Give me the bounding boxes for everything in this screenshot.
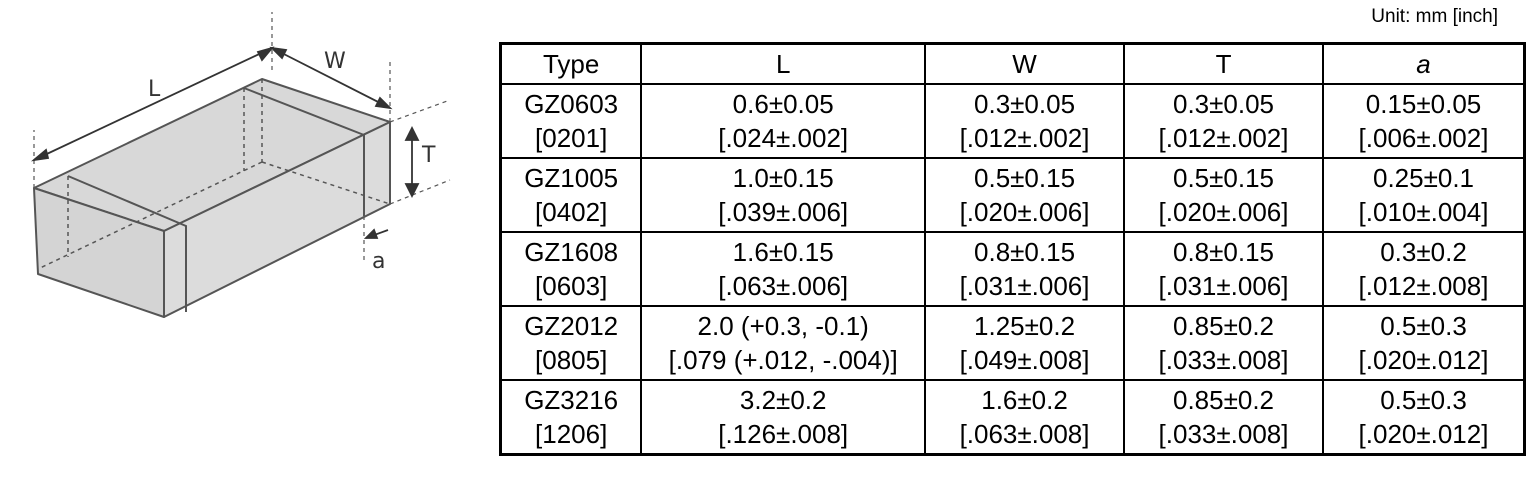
cell-t: 0.5±0.15 [.020±.006]: [1123, 157, 1325, 233]
cell-a: 0.25±0.1 [.010±.004]: [1322, 157, 1526, 233]
cell-t: 0.85±0.2 [.033±.008]: [1123, 379, 1325, 456]
table-row: GZ2012 [0805] 2.0 (+0.3, -0.1) [.079 (+.01…: [499, 305, 1526, 381]
cell-t: 0.85±0.2 [.033±.008]: [1123, 305, 1325, 381]
width-label: W: [324, 49, 346, 74]
table-row: GZ1608 [0603] 1.6±0.15 [.063±.006] 0.8±0.1…: [499, 231, 1526, 307]
dimension-table: Type L W T a GZ0603 [0201] 0.6±0.05 [.024±…: [499, 42, 1526, 456]
unit-note: Unit: mm [inch]: [1371, 6, 1498, 27]
length-label: L: [148, 77, 161, 102]
cell-a: 0.5±0.3 [.020±.012]: [1322, 305, 1526, 381]
chip-dimension-diagram: L W T a: [20, 10, 460, 340]
header-l: L: [640, 42, 927, 85]
cell-type: GZ2012 [0805]: [499, 305, 643, 381]
cell-l: 1.6±0.15 [.063±.006]: [640, 231, 927, 307]
cell-type: GZ1608 [0603]: [499, 231, 643, 307]
cell-type: GZ1005 [0402]: [499, 157, 643, 233]
header-t: T: [1123, 42, 1325, 85]
right-termination-edge: [243, 87, 365, 216]
cell-t: 0.3±0.05 [.012±.002]: [1123, 83, 1325, 159]
termination-label: a: [372, 249, 385, 274]
cell-a: 0.5±0.3 [.020±.012]: [1322, 379, 1526, 456]
dimension-arrows: [30, 46, 420, 239]
cell-w: 0.3±0.05 [.012±.002]: [924, 83, 1126, 159]
cell-type: GZ3216 [1206]: [499, 379, 643, 456]
cell-a: 0.3±0.2 [.012±.008]: [1322, 231, 1526, 307]
table-row: GZ1005 [0402] 1.0±0.15 [.039±.006] 0.5±0.1…: [499, 157, 1526, 233]
table-row: GZ0603 [0201] 0.6±0.05 [.024±.002] 0.3±0.0…: [499, 83, 1526, 159]
cell-l: 3.2±0.2 [.126±.008]: [640, 379, 927, 456]
left-termination-edge: [67, 175, 187, 312]
chip-drawing: L W T a: [30, 12, 451, 318]
header-type: Type: [499, 42, 643, 85]
cell-t: 0.8±0.15 [.031±.006]: [1123, 231, 1325, 307]
cell-w: 0.8±0.15 [.031±.006]: [924, 231, 1126, 307]
table-row: GZ3216 [1206] 3.2±0.2 [.126±.008] 1.6±0.2[…: [499, 379, 1526, 456]
table-header-row: Type L W T a: [499, 42, 1526, 85]
cell-l: 0.6±0.05 [.024±.002]: [640, 83, 927, 159]
thickness-label: T: [421, 143, 436, 168]
header-a: a: [1322, 42, 1526, 85]
cell-a: 0.15±0.05 [.006±.002]: [1322, 83, 1526, 159]
cell-l: 2.0 (+0.3, -0.1) [.079 (+.012, -.004)]: [640, 305, 927, 381]
cell-type: GZ0603 [0201]: [499, 83, 643, 159]
header-w: W: [924, 42, 1126, 85]
cell-l: 1.0±0.15 [.039±.006]: [640, 157, 927, 233]
cell-w: 1.25±0.2 [.049±.008]: [924, 305, 1126, 381]
cell-w: 1.6±0.2 [.063±.008]: [924, 379, 1126, 456]
hidden-edges: [37, 79, 391, 270]
extension-lines: [33, 12, 451, 260]
cell-w: 0.5±0.15 [.020±.006]: [924, 157, 1126, 233]
